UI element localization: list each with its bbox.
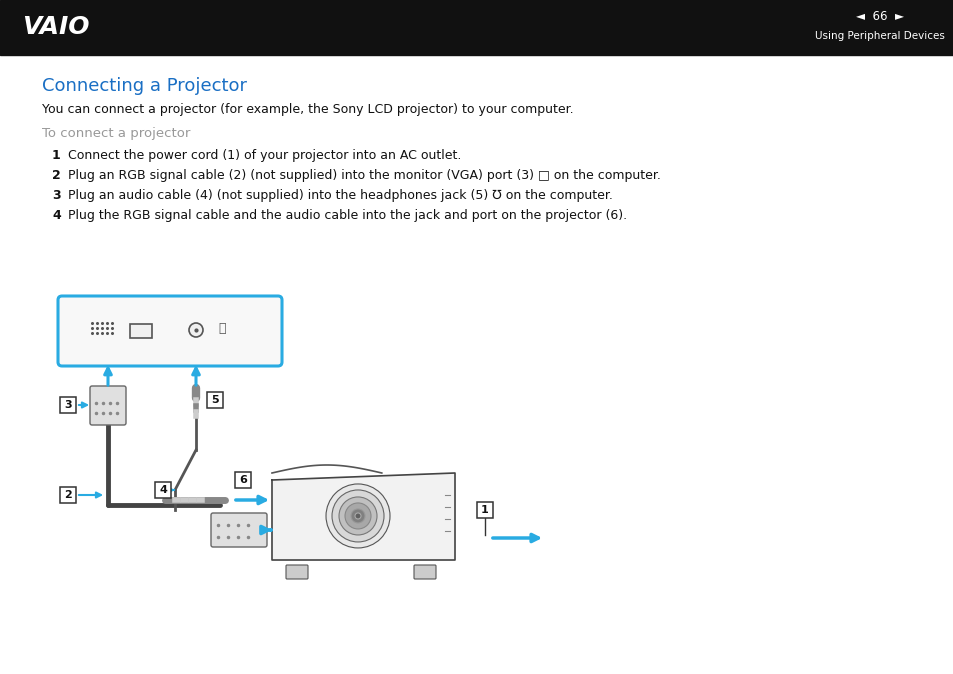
Polygon shape	[272, 473, 455, 560]
Text: 2: 2	[64, 490, 71, 500]
Text: ก: ก	[218, 321, 226, 334]
Text: Plug the RGB signal cable and the audio cable into the jack and port on the proj: Plug the RGB signal cable and the audio …	[68, 209, 626, 222]
Bar	[154, 482, 171, 498]
Bar	[476, 502, 493, 518]
Text: 2: 2	[52, 169, 61, 182]
Bar	[130, 324, 152, 338]
Bar	[60, 397, 76, 413]
Text: Using Peripheral Devices: Using Peripheral Devices	[814, 31, 944, 41]
Text: VAIO: VAIO	[22, 16, 90, 40]
Text: 4: 4	[159, 485, 167, 495]
Text: 3: 3	[64, 400, 71, 410]
Text: You can connect a projector (for example, the Sony LCD projector) to your comput: You can connect a projector (for example…	[42, 103, 573, 116]
Circle shape	[332, 490, 384, 542]
Text: Plug an audio cable (4) (not supplied) into the headphones jack (5) ℧ on the com: Plug an audio cable (4) (not supplied) i…	[68, 189, 612, 202]
FancyBboxPatch shape	[58, 296, 282, 366]
Circle shape	[355, 513, 360, 519]
Text: To connect a projector: To connect a projector	[42, 127, 191, 140]
Text: 1: 1	[52, 149, 61, 162]
Circle shape	[189, 323, 203, 337]
FancyBboxPatch shape	[414, 565, 436, 579]
Circle shape	[326, 484, 390, 548]
FancyBboxPatch shape	[90, 386, 126, 425]
Text: 5: 5	[211, 395, 218, 405]
Circle shape	[351, 509, 365, 523]
Text: Connecting a Projector: Connecting a Projector	[42, 77, 247, 95]
Text: ◄  66  ►: ◄ 66 ►	[855, 9, 903, 22]
Text: Connect the power cord (1) of your projector into an AC outlet.: Connect the power cord (1) of your proje…	[68, 149, 461, 162]
Text: Plug an RGB signal cable (2) (not supplied) into the monitor (VGA) port (3) □ on: Plug an RGB signal cable (2) (not suppli…	[68, 169, 660, 182]
Text: 6: 6	[239, 475, 247, 485]
Circle shape	[338, 497, 376, 535]
Text: 3: 3	[52, 189, 61, 202]
Text: 1: 1	[480, 505, 488, 515]
FancyBboxPatch shape	[286, 565, 308, 579]
Circle shape	[345, 503, 371, 529]
Bar	[60, 487, 76, 503]
FancyBboxPatch shape	[211, 513, 267, 547]
Text: 4: 4	[52, 209, 61, 222]
Bar	[207, 392, 223, 408]
Bar	[0, 0, 953, 55]
Bar	[234, 472, 251, 488]
